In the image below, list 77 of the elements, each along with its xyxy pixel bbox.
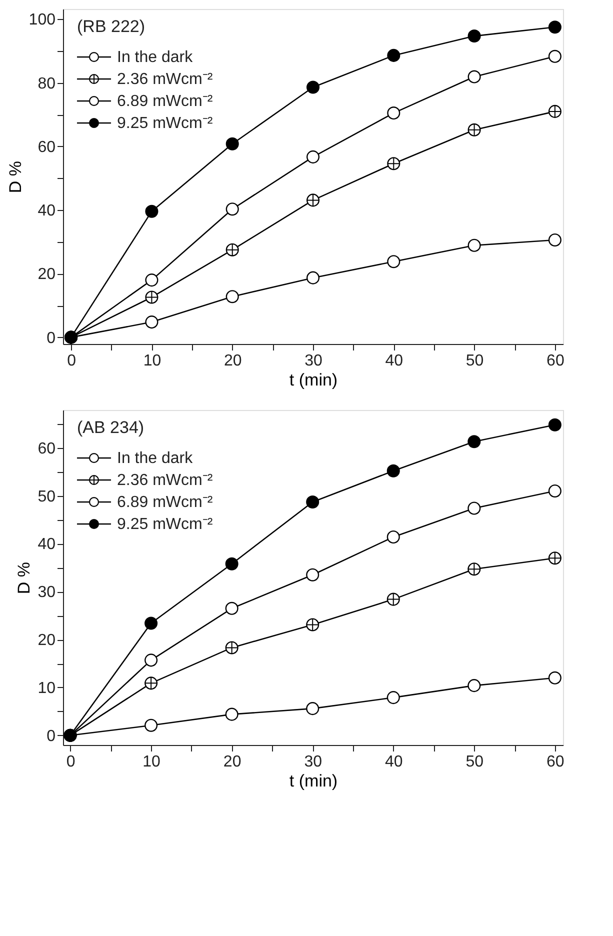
point <box>387 48 400 62</box>
point <box>306 702 320 716</box>
point <box>225 602 238 615</box>
point <box>548 20 562 34</box>
point <box>468 238 481 252</box>
legend-label: 6.89 mWcm⁻² <box>117 93 214 110</box>
x-tick-label: 40 <box>384 754 403 770</box>
y-tick-label: 40 <box>38 536 56 554</box>
legend-label: In the dark <box>117 49 194 66</box>
x-tick-label: 0 <box>66 754 76 770</box>
point <box>387 255 400 268</box>
y-tick-label: 60 <box>38 138 56 156</box>
point <box>226 202 239 216</box>
point <box>468 502 481 515</box>
x-axis-title: t (min) <box>289 772 338 790</box>
point <box>226 137 239 150</box>
y-tick-label: 0 <box>46 330 56 347</box>
point <box>468 70 481 84</box>
point <box>306 150 320 164</box>
y-tick-label: 20 <box>38 266 56 284</box>
point <box>548 671 562 684</box>
point <box>144 616 158 630</box>
point <box>145 204 158 218</box>
point <box>145 316 158 329</box>
y-axis-title: D % <box>14 562 34 594</box>
y-tick-label: 50 <box>38 488 56 506</box>
x-axis-title: t (min) <box>289 370 338 390</box>
point <box>226 290 239 304</box>
point <box>306 496 320 509</box>
point <box>548 50 562 63</box>
y-tick-label: 100 <box>28 12 56 29</box>
point <box>548 418 562 432</box>
x-tick-label: 50 <box>466 352 484 370</box>
y-tick-label: 30 <box>38 584 56 602</box>
x-tick-label: 60 <box>546 352 564 370</box>
y-tick-label: 0 <box>46 728 56 745</box>
x-tick-label: 20 <box>224 352 242 370</box>
point <box>386 691 400 704</box>
point <box>145 274 158 287</box>
point <box>225 708 238 721</box>
y-tick-label: 80 <box>38 75 56 92</box>
chart-title: (AB 234) <box>77 418 144 437</box>
point <box>468 679 481 692</box>
point <box>468 435 481 448</box>
legend-label: 9.25 mWcm⁻² <box>117 115 214 132</box>
point <box>387 106 400 120</box>
point <box>306 80 320 94</box>
point <box>386 530 400 544</box>
x-tick-label: 20 <box>223 754 242 770</box>
point <box>468 30 481 43</box>
x-tick-label: 10 <box>142 754 161 770</box>
x-tick-label: 40 <box>385 352 404 370</box>
y-tick-label: 40 <box>38 202 56 220</box>
x-tick-label: 0 <box>67 352 76 370</box>
x-tick-label: 50 <box>466 754 484 770</box>
point <box>548 233 562 246</box>
legend-label: In the dark <box>117 450 194 467</box>
point <box>144 718 158 732</box>
legend-label: 6.89 mWcm⁻² <box>117 494 214 511</box>
point <box>386 464 400 478</box>
legend-label: 2.36 mWcm⁻² <box>117 472 214 489</box>
legend-label: 9.25 mWcm⁻² <box>117 516 214 533</box>
x-tick-label: 30 <box>304 352 322 370</box>
x-tick-label: 30 <box>304 754 322 770</box>
y-tick-label: 20 <box>38 632 56 650</box>
point <box>306 271 320 284</box>
y-tick-label: 60 <box>38 440 56 458</box>
point <box>144 654 158 667</box>
legend-label: 2.36 mWcm⁻² <box>117 71 214 88</box>
y-tick-label: 10 <box>38 680 56 697</box>
point <box>306 568 320 582</box>
x-tick-label: 60 <box>546 754 564 770</box>
point <box>548 484 562 498</box>
x-tick-label: 10 <box>143 352 162 370</box>
point <box>225 557 238 570</box>
y-axis-title: D % <box>6 160 25 194</box>
text: (RB 222) <box>77 17 146 36</box>
